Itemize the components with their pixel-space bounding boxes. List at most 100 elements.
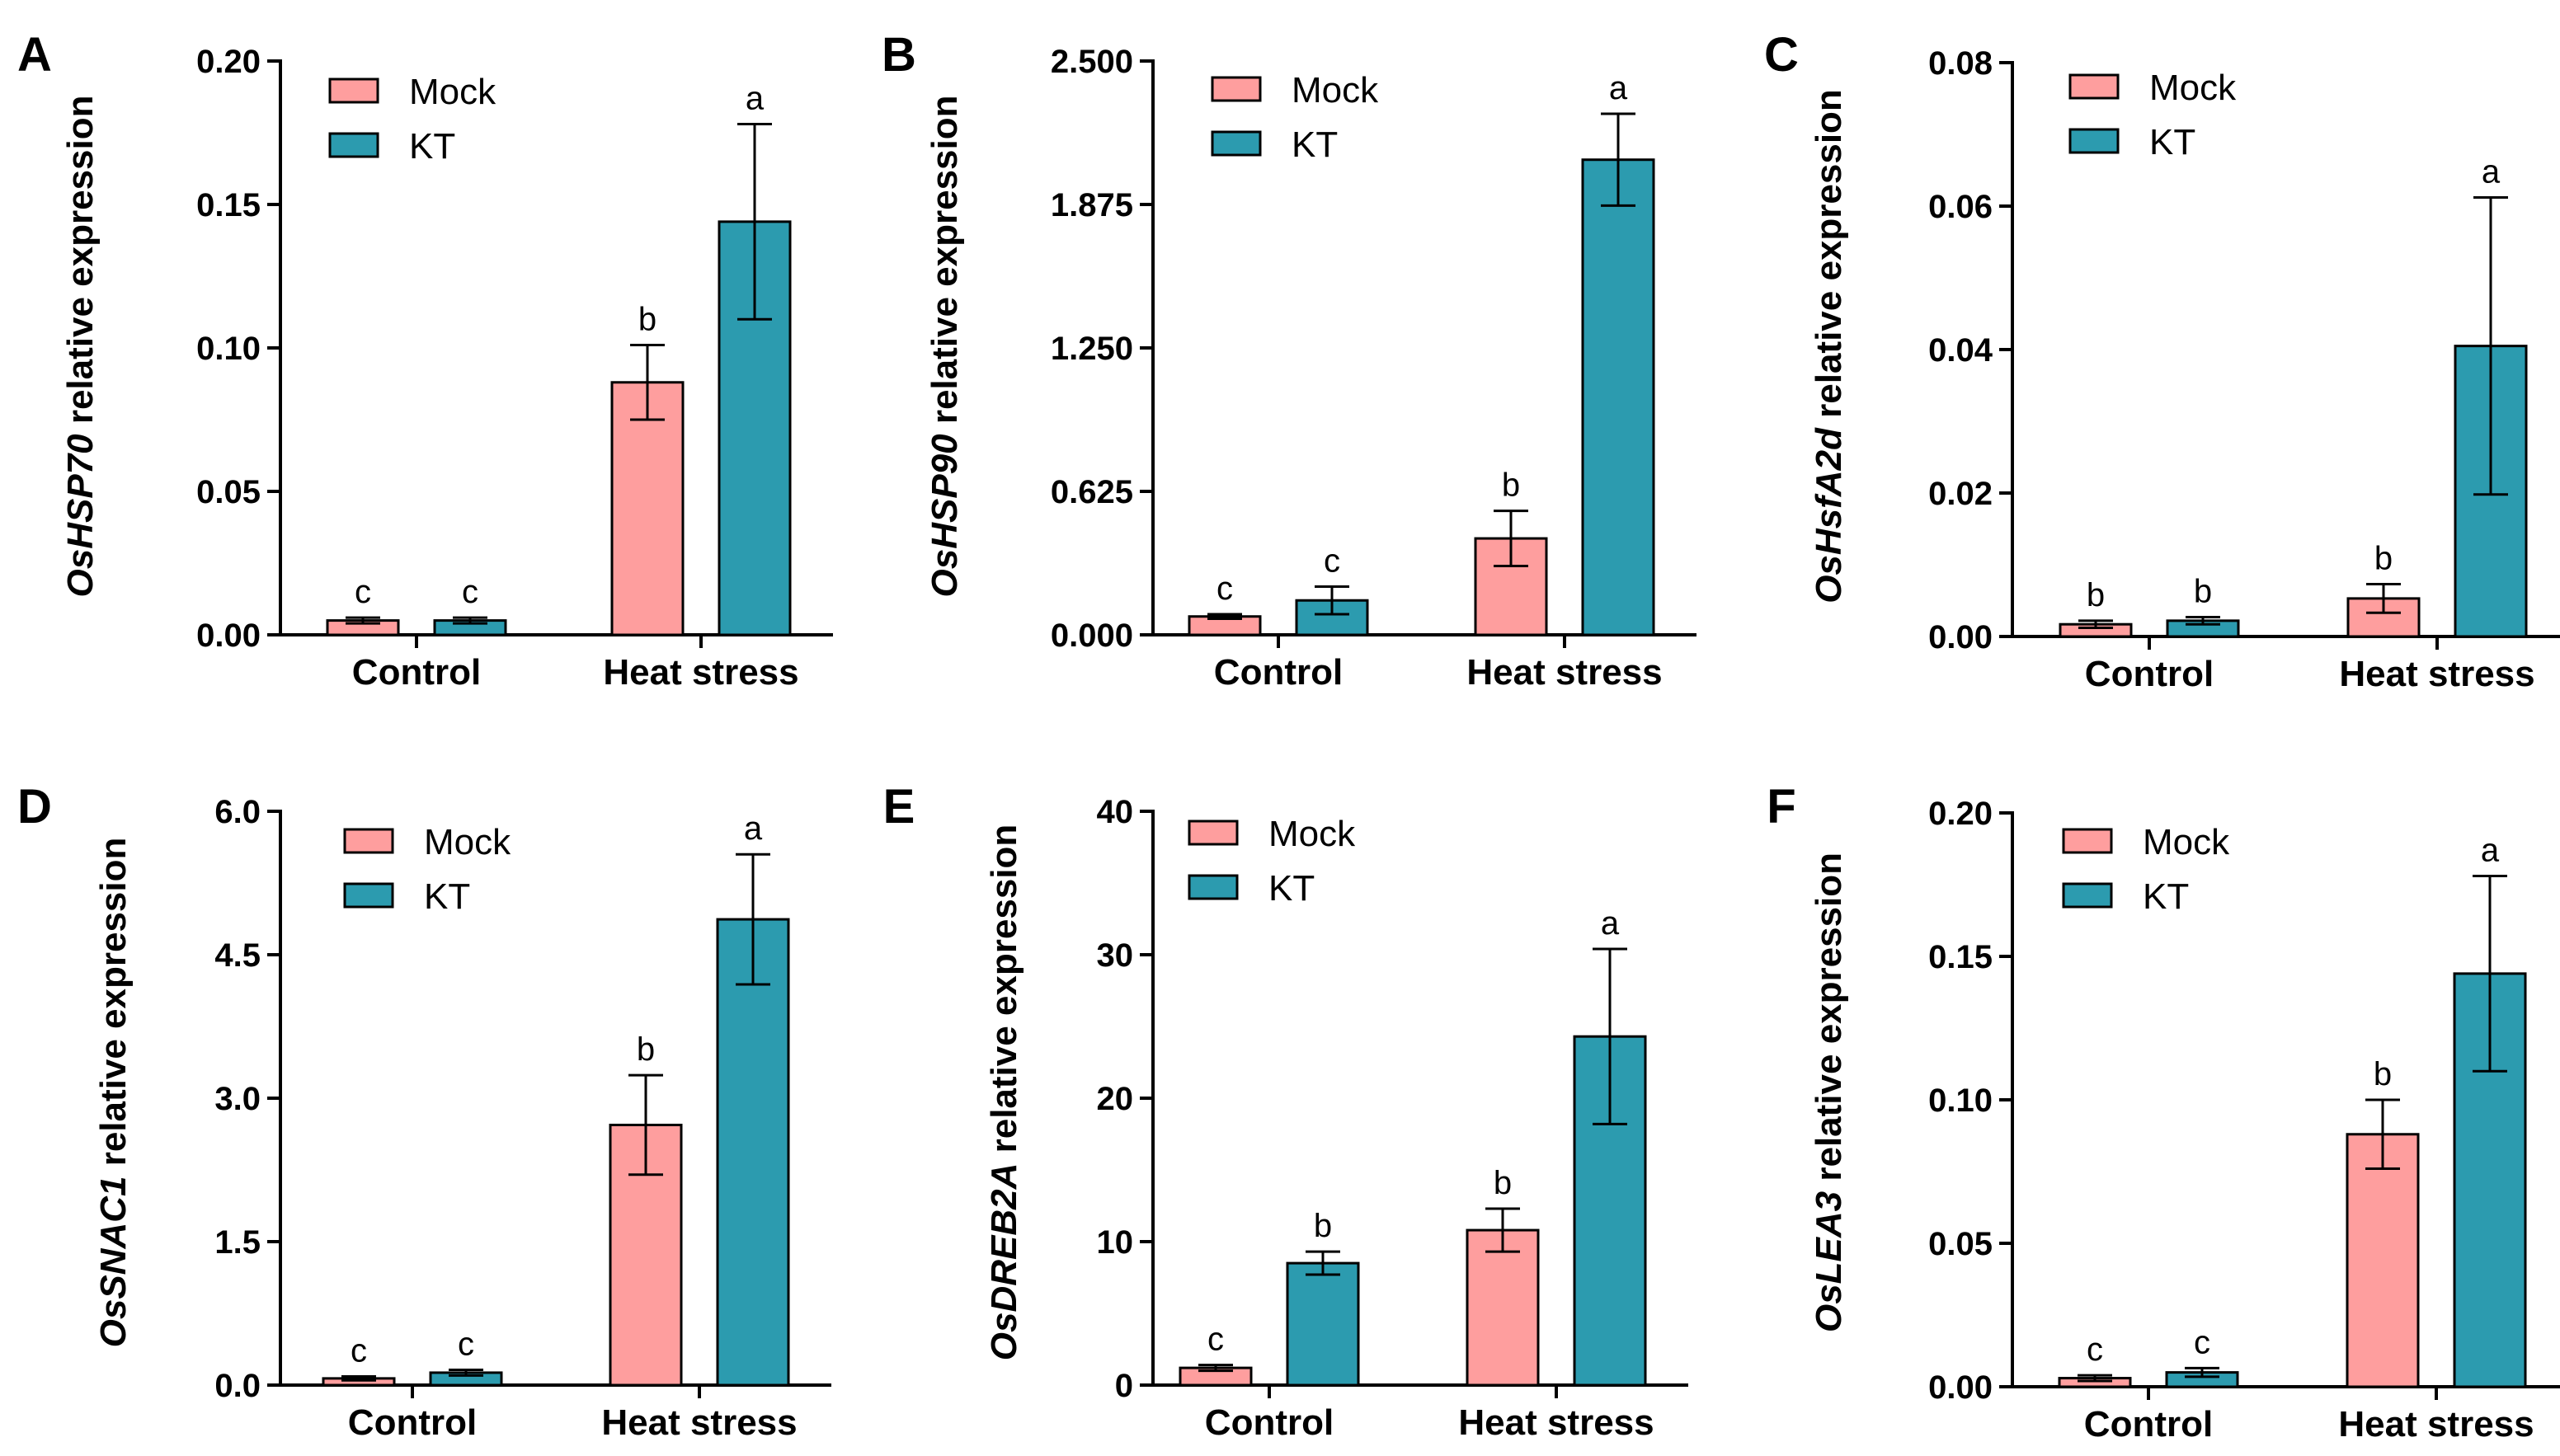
y-tick-label: 0.05 [1928,1226,1993,1262]
y-tick-label: 0.00 [1928,619,1993,655]
significance-letter: c [1324,543,1340,580]
legend-label-kt: KT [2149,122,2195,162]
legend-swatch-mock [1211,76,1262,102]
error-bar [2078,619,2113,630]
x-category-label: Heat stress [603,652,798,693]
legend-label-mock: Mock [2149,68,2237,108]
error-bar [2185,1366,2219,1379]
x-category-label: Heat stress [601,1402,797,1443]
legend-label-kt: KT [2143,876,2189,917]
y-tick-label: 30 [1097,937,1134,974]
significance-letter: c [458,1326,474,1362]
legend-swatch-kt [343,882,394,909]
y-tick-label: 0.00 [196,618,261,654]
legend-label-kt: KT [424,876,470,917]
legend-swatch-mock [2068,73,2120,100]
significance-letter: b [1314,1208,1332,1244]
error-bar [2366,582,2401,614]
significance-letter: c [1216,571,1233,607]
x-category-label: Heat stress [1458,1402,1654,1443]
legend-label-mock: Mock [2143,822,2230,862]
error-bar [1494,510,1528,567]
panel-letter: B [882,28,916,82]
bar-mock [1466,1228,1540,1387]
legend-label-mock: Mock [424,822,511,862]
y-tick-label: 3.0 [214,1081,261,1117]
legend-label-kt: KT [1292,124,1338,165]
y-tick-label: 0.10 [1928,1083,1993,1119]
y-axis-title: OsHSP70 relative expression [60,96,101,598]
error-bar [453,616,487,625]
panel-letter: F [1767,780,1795,834]
significance-letter: b [1502,467,1520,504]
y-tick-label: 0.000 [1051,618,1133,654]
legend-swatch-mock [1188,820,1239,846]
error-bar [1601,112,1635,207]
significance-letter: a [2482,154,2501,190]
legend-label-mock: Mock [1292,70,1379,110]
legend-label-mock: Mock [1268,814,1356,854]
y-tick-label: 0.06 [1928,189,1993,225]
legend-swatch-kt [1211,130,1262,157]
legend-label-kt: KT [1268,868,1315,909]
error-bar [2473,875,2507,1073]
y-tick-label: 0.02 [1928,476,1993,512]
error-bar [2473,196,2508,496]
y-tick-label: 0.0 [214,1368,261,1404]
legend: Mock KT [1211,70,1379,165]
panel-letter: A [17,28,52,82]
x-category-label: Control [2085,654,2214,694]
x-category-label: Control [1205,1402,1334,1443]
y-tick-label: 0.20 [196,44,261,80]
y-axis-title: OsDREB2A relative expression [984,824,1024,1361]
error-bar [737,123,772,321]
significance-letter: a [1609,70,1628,106]
y-tick-label: 0.04 [1928,332,1993,369]
legend-swatch-kt [328,132,379,158]
legend-swatch-kt [2068,128,2120,154]
error-bar [1198,1364,1233,1373]
significance-letter: c [351,1333,367,1369]
y-tick-label: 6.0 [214,794,261,830]
legend: Mock KT [2068,68,2237,162]
significance-letter: c [1207,1322,1224,1358]
y-tick-label: 0.15 [1928,939,1993,975]
panel-letter: D [17,780,52,834]
significance-letter: b [2194,574,2212,610]
y-axis-title: OsHSP90 relative expression [925,96,965,598]
error-bar [1306,1250,1340,1276]
error-bar [341,1375,376,1382]
bar-kt [1286,1261,1360,1387]
panel-letter: E [883,780,915,834]
x-category-label: Heat stress [1466,652,1662,693]
y-axis-title: OsSNAC1 relative expression [93,838,134,1348]
significance-letter: b [2374,540,2393,576]
y-axis-title: OsHsfA2d relative expression [1809,89,1849,604]
significance-letter: a [744,810,763,847]
bar-kt [1581,158,1655,636]
y-tick-label: 10 [1097,1224,1134,1261]
x-category-label: Control [1214,652,1343,693]
error-bar [1485,1207,1520,1253]
bar-mock [610,381,685,636]
legend-label-kt: KT [409,126,455,167]
y-tick-label: 0.05 [196,474,261,510]
legend-swatch-mock [343,828,394,854]
error-bar [2078,1374,2112,1383]
legend: Mock KT [1188,814,1356,909]
significance-letter: b [2374,1056,2392,1092]
panel-d: D OsSNAC1 relative expression 0.0 1.5 3.0 4.5… [17,780,831,1443]
significance-letter: b [2087,577,2105,613]
significance-letter: b [637,1031,655,1068]
significance-letter: c [2087,1332,2103,1368]
error-bar [1207,613,1242,621]
error-bar [1593,947,1627,1125]
significance-letter: c [462,574,478,610]
y-tick-label: 0.20 [1928,796,1993,832]
legend-swatch-mock [328,77,379,104]
bar-kt [716,918,790,1387]
error-bar [736,852,770,986]
y-tick-label: 0.08 [1928,45,1993,82]
